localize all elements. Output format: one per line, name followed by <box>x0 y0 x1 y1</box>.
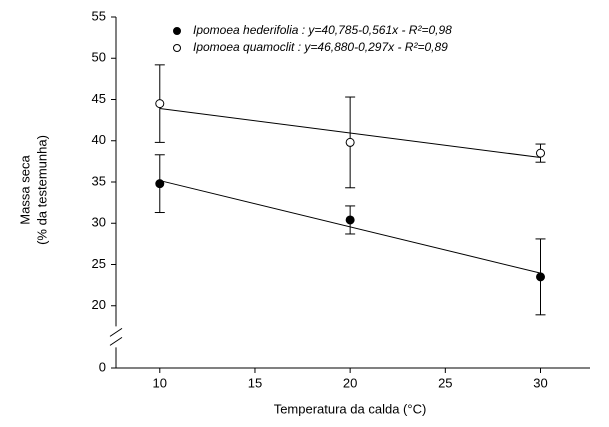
axis-break <box>109 336 123 346</box>
legend-name: Ipomoea hederifolia <box>193 23 299 37</box>
y-tick-label: 35 <box>92 173 106 188</box>
x-tick-label: 30 <box>533 375 547 390</box>
legend-marker <box>173 27 181 35</box>
y-tick-label: 0 <box>99 359 106 374</box>
y-tick-label: 40 <box>92 132 106 147</box>
legend-marker <box>173 44 181 52</box>
legend-name: Ipomoea quamoclit <box>193 40 295 54</box>
x-tick-label: 20 <box>343 375 357 390</box>
x-tick-label: 25 <box>438 375 452 390</box>
legend-label: Ipomoea hederifolia : y=40,785-0,561x - … <box>193 23 452 37</box>
legend-equation: : y=40,785-0,561x - R²=0,98 <box>298 23 452 37</box>
point <box>536 148 546 158</box>
x-tick-label: 10 <box>153 375 167 390</box>
axis-break <box>109 327 123 337</box>
point <box>345 137 355 147</box>
y-tick-label: 50 <box>92 50 106 65</box>
x-tick-label: 15 <box>248 375 262 390</box>
y-tick-label: 45 <box>92 91 106 106</box>
y-tick-label: 25 <box>92 256 106 271</box>
point <box>155 179 165 189</box>
point <box>536 272 546 282</box>
y-tick-label: 20 <box>92 297 106 312</box>
point <box>155 99 165 109</box>
point <box>345 215 355 225</box>
x-axis-label: Temperatura da calda (°C) <box>274 401 427 416</box>
y-tick-label: 30 <box>92 215 106 230</box>
y-axis-label: Massa seca <box>17 155 32 225</box>
legend-equation: : y=46,880-0,297x - R²=0,89 <box>294 40 448 54</box>
y-axis-label: (% da testemunha) <box>34 135 49 245</box>
y-tick-label: 55 <box>92 8 106 23</box>
legend-label: Ipomoea quamoclit : y=46,880-0,297x - R²… <box>193 40 448 54</box>
